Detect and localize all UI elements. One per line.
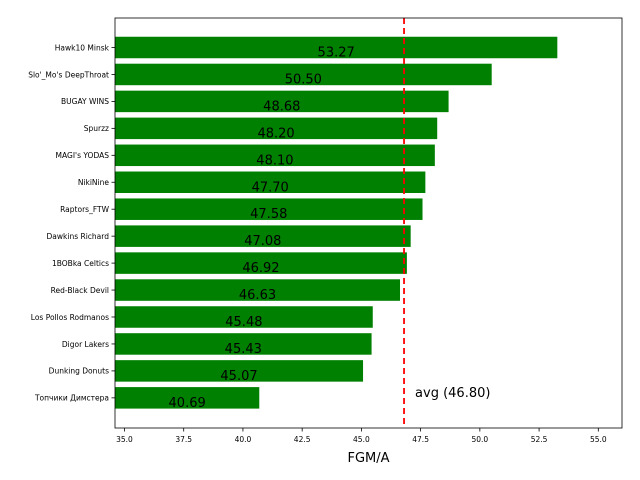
category-label: Dawkins Richard xyxy=(47,232,110,241)
x-axis-label: FGM/A xyxy=(347,451,389,466)
plot-frame xyxy=(114,17,623,429)
x-tick-label: 35.0 xyxy=(116,435,133,444)
bar-value-label: 50.50 xyxy=(285,72,322,87)
category-label: Red-Black Devil xyxy=(51,286,109,295)
bar xyxy=(115,333,372,355)
bar xyxy=(115,225,411,247)
bars-group xyxy=(115,36,558,409)
x-tick-label: 52.5 xyxy=(531,435,548,444)
bar-value-label: 45.48 xyxy=(225,315,262,330)
category-label: Топчики Димстера xyxy=(34,394,109,403)
x-tick-label: 47.5 xyxy=(412,435,429,444)
bar-value-label: 48.68 xyxy=(263,99,300,114)
bar-value-label: 48.20 xyxy=(257,126,294,141)
x-tick-label: 37.5 xyxy=(175,435,192,444)
x-tick-label: 40.0 xyxy=(235,435,252,444)
category-labels-group: Hawk10 Minsk Slo'_Mo's DeepThroat BUGAY WI… xyxy=(28,43,115,403)
bar-value-label: 46.92 xyxy=(242,261,279,276)
bar xyxy=(115,306,373,328)
category-label: Raptors_FTW xyxy=(60,205,109,214)
value-labels-group: 53.27 50.50 48.68 48.20 48.10 47.70 47.58 47.08… xyxy=(169,46,355,411)
category-label: Spurzz xyxy=(84,124,109,133)
bar-value-label: 53.27 xyxy=(318,46,355,61)
category-label: Digor Lakers xyxy=(62,340,109,349)
bar xyxy=(115,387,260,409)
bar xyxy=(115,360,364,382)
bar-value-label: 46.63 xyxy=(239,288,276,303)
category-label: BUGAY WINS xyxy=(61,97,109,106)
category-label: NikiNine xyxy=(78,178,110,187)
category-label: Slo'_Mo's DeepThroat xyxy=(28,70,109,79)
bar-value-label: 47.58 xyxy=(250,207,287,222)
category-label: MAGI's YODAS xyxy=(56,151,110,160)
bar xyxy=(115,252,407,274)
x-tick-label: 45.0 xyxy=(353,435,370,444)
bar xyxy=(115,117,438,140)
bar xyxy=(115,90,449,113)
category-label: Dunking Donuts xyxy=(49,367,109,376)
bar-value-label: 47.70 xyxy=(252,180,289,195)
bar-value-label: 40.69 xyxy=(169,396,206,411)
x-tick-label: 42.5 xyxy=(294,435,311,444)
category-label: 1BOBka Celtics xyxy=(52,259,109,268)
average-label: avg (46.80) xyxy=(415,386,490,401)
x-ticks-group: 35.0 37.5 40.0 42.5 45.0 47.5 50.0 52.5 55.0 xyxy=(116,428,607,444)
bar xyxy=(115,171,426,193)
x-tick-label: 55.0 xyxy=(590,435,607,444)
x-tick-label: 50.0 xyxy=(471,435,488,444)
bar-value-label: 45.43 xyxy=(225,342,262,357)
bar-value-label: 48.10 xyxy=(256,153,293,168)
bar xyxy=(115,63,492,86)
bar xyxy=(115,198,423,220)
category-label: Hawk10 Minsk xyxy=(55,43,110,52)
bar xyxy=(115,144,435,167)
bar-value-label: 45.07 xyxy=(220,369,257,384)
bar xyxy=(115,279,401,301)
bar-value-label: 47.08 xyxy=(244,234,281,249)
category-label: Los Pollos Rodmanos xyxy=(31,313,109,322)
bar xyxy=(115,36,558,59)
